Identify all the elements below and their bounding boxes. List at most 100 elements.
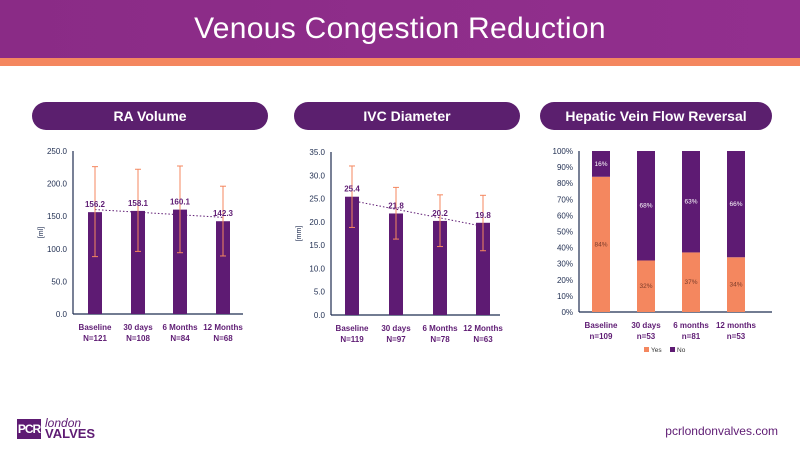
- chart2-bar-yes: [592, 176, 610, 312]
- chart1-y-tick-label: 25.0: [309, 195, 325, 204]
- legend-label-yes: Yes: [651, 347, 662, 354]
- chart0-x-tick-label: 30 days: [123, 323, 153, 332]
- chart1-bar: [433, 220, 447, 315]
- logo-line1: london: [45, 416, 82, 430]
- chart1-data-label: 21.8: [388, 201, 404, 210]
- chart2-data-label-no: 68%: [639, 203, 652, 210]
- chart0-x-tick-label: 6 Months: [162, 323, 198, 332]
- chart0-y-tick-label: 100.0: [47, 245, 68, 254]
- chart2-y-tick-label: 40%: [557, 244, 573, 253]
- chart1-data-label: 25.4: [344, 185, 360, 194]
- chart2-x-tick-n: n=53: [637, 332, 656, 341]
- chart1-x-tick-n: N=63: [473, 335, 493, 344]
- chart0-x-tick-label: Baseline: [79, 323, 112, 332]
- chart0-y-tick-label: 0.0: [56, 310, 68, 319]
- chart2-y-tick-label: 50%: [557, 228, 573, 237]
- chart0-bar: [131, 210, 145, 314]
- chart2-data-label-yes: 84%: [594, 241, 607, 248]
- chart2-bar-yes: [727, 257, 745, 312]
- chart2-x-tick-label: 30 days: [631, 321, 661, 330]
- chart0-y-tick-label: 150.0: [47, 212, 68, 221]
- chart0-data-label: 158.1: [128, 199, 149, 208]
- chart0-x-tick-label: 12 Months: [203, 323, 243, 332]
- logo-line2: VALVES: [45, 426, 96, 441]
- chart2-data-label-no: 66%: [729, 201, 742, 208]
- chart0-data-label: 156.2: [85, 200, 106, 209]
- chart0-x-tick-n: N=84: [170, 334, 190, 343]
- chart2-y-tick-label: 60%: [557, 211, 573, 220]
- chart0-y-tick-label: 50.0: [51, 277, 67, 286]
- chart-title-ivc-diameter: IVC Diameter: [294, 102, 520, 130]
- chart2-bar-yes: [637, 260, 655, 312]
- chart2-y-tick-label: 90%: [557, 163, 573, 172]
- chart2-data-label-yes: 32%: [639, 283, 652, 290]
- chart0-y-tick-label: 200.0: [47, 180, 68, 189]
- chart2-y-tick-label: 70%: [557, 195, 573, 204]
- legend-swatch-yes: [644, 347, 649, 352]
- chart2-bar-no: [592, 151, 610, 177]
- chart2-y-tick-label: 30%: [557, 260, 573, 269]
- chart1-x-tick-n: N=97: [386, 335, 406, 344]
- chart2-y-tick-label: 0%: [561, 308, 573, 317]
- chart2-y-tick-label: 20%: [557, 276, 573, 285]
- chart1-data-label: 19.8: [475, 211, 491, 220]
- chart1-x-tick-n: N=78: [430, 335, 450, 344]
- chart-title-ra-volume: RA Volume: [32, 102, 268, 130]
- chart2-x-tick-label: 12 months: [716, 321, 757, 330]
- chart1-y-tick-label: 0.0: [314, 311, 326, 320]
- chart2-data-label-yes: 34%: [729, 282, 742, 289]
- chart1-data-label: 20.2: [432, 209, 448, 218]
- pcr-london-valves-logo: PCR london VALVES: [17, 416, 96, 441]
- chart2-bar-no: [727, 151, 745, 258]
- chart1-bar: [389, 213, 403, 315]
- chart0-data-label: 160.1: [170, 198, 191, 207]
- chart2-y-tick-label: 80%: [557, 179, 573, 188]
- chart1-y-tick-label: 15.0: [309, 241, 325, 250]
- chart1-x-tick-label: 6 Months: [422, 324, 458, 333]
- chart2-x-tick-n: n=53: [727, 332, 746, 341]
- logo-box: PCR: [17, 418, 41, 439]
- footer-url: pcrlondonvalves.com: [665, 424, 778, 438]
- page-title: Venous Congestion Reduction: [194, 12, 606, 45]
- chart1-bar: [476, 222, 490, 315]
- chart2-x-tick-label: Baseline: [585, 321, 618, 330]
- chart0-x-tick-n: N=68: [213, 334, 233, 343]
- chart0-x-tick-n: N=108: [126, 334, 150, 343]
- header-bar: Venous Congestion Reduction: [0, 0, 800, 58]
- chart1-x-tick-n: N=119: [340, 335, 364, 344]
- chart2-bar-no: [682, 151, 700, 253]
- chart2-bar-yes: [682, 252, 700, 312]
- chart1-y-tick-label: 20.0: [309, 218, 325, 227]
- header-stripe: [0, 58, 800, 66]
- chart1-x-tick-label: Baseline: [336, 324, 369, 333]
- chart2-y-tick-label: 10%: [557, 292, 573, 301]
- chart0-bar: [88, 212, 102, 314]
- chart1-bar: [345, 196, 359, 315]
- legend-swatch-no: [670, 347, 675, 352]
- chart0-y-tick-label: 250.0: [47, 147, 68, 156]
- chart-title-hepatic-vein: Hepatic Vein Flow Reversal: [540, 102, 772, 130]
- chart0-bar: [173, 209, 187, 314]
- legend-label-no: No: [677, 347, 686, 354]
- chart1-y-tick-label: 35.0: [309, 148, 325, 157]
- chart2-x-tick-n: n=81: [682, 332, 701, 341]
- chart0-data-label: 142.3: [213, 209, 234, 218]
- chart2-y-tick-label: 100%: [553, 147, 573, 156]
- chart2-data-label-yes: 37%: [684, 279, 697, 286]
- chart0-bar: [216, 221, 230, 314]
- chart1-x-tick-label: 30 days: [381, 324, 411, 333]
- chart2-x-tick-label: 6 months: [673, 321, 709, 330]
- chart0-x-tick-n: N=121: [83, 334, 107, 343]
- chart1-x-tick-label: 12 Months: [463, 324, 503, 333]
- chart0-y-axis-label: [ml]: [38, 227, 45, 238]
- chart2-data-label-no: 16%: [594, 161, 607, 168]
- chart2-data-label-no: 63%: [684, 199, 697, 206]
- chart1-y-tick-label: 10.0: [309, 264, 325, 273]
- chart1-y-tick-label: 5.0: [314, 288, 326, 297]
- chart2-bar-no: [637, 151, 655, 261]
- chart1-y-tick-label: 30.0: [309, 171, 325, 180]
- chart1-y-axis-label: [mm]: [296, 226, 303, 242]
- chart1-trendline: [351, 200, 484, 227]
- chart2-x-tick-n: n=109: [590, 332, 613, 341]
